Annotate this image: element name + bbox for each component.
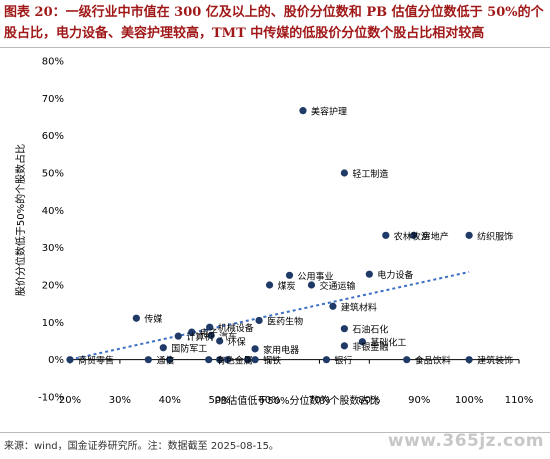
data-point-label: 房地产 bbox=[422, 230, 449, 242]
data-point-label: 银行 bbox=[334, 355, 352, 367]
data-points bbox=[66, 107, 473, 364]
data-point-label: 基础化工 bbox=[370, 337, 406, 349]
data-point-label: 计算机 bbox=[186, 331, 213, 343]
data-point-label: 有色金属 bbox=[217, 355, 253, 367]
data-point bbox=[365, 270, 373, 278]
y-tick-label: 60% bbox=[42, 131, 64, 142]
data-point bbox=[307, 281, 316, 289]
data-point bbox=[403, 356, 411, 364]
data-point bbox=[216, 356, 224, 364]
y-tick-label: 40% bbox=[42, 206, 64, 217]
data-point-label: 机械设备 bbox=[218, 322, 254, 334]
y-tick-label: 0% bbox=[48, 355, 64, 366]
x-tick-label: 110% bbox=[505, 395, 534, 406]
data-point-label: 交通运输 bbox=[319, 280, 355, 292]
data-point bbox=[285, 271, 294, 279]
title-divider bbox=[0, 47, 550, 48]
x-tick-label: 30% bbox=[109, 395, 131, 406]
trend-line bbox=[69, 270, 470, 361]
data-point bbox=[251, 356, 259, 364]
x-tick-label: 90% bbox=[408, 395, 430, 406]
data-point bbox=[340, 342, 348, 350]
data-point bbox=[251, 345, 259, 353]
y-axis-ticks: -10% 0% 10% 20% 30% 40% 50% 60% 70% 80% bbox=[38, 57, 64, 404]
data-point-label: 家用电器 bbox=[263, 344, 299, 356]
y-tick-label: 10% bbox=[42, 318, 64, 329]
x-tick-label: 40% bbox=[159, 395, 181, 406]
data-point bbox=[465, 356, 473, 364]
data-point-label: 钢铁 bbox=[263, 355, 281, 367]
data-point-label: 建筑装饰 bbox=[477, 355, 513, 367]
x-tick-label: 100% bbox=[455, 395, 484, 406]
data-point bbox=[132, 314, 140, 322]
data-point bbox=[410, 231, 418, 239]
y-tick-label: -10% bbox=[38, 393, 64, 404]
data-point bbox=[66, 356, 74, 364]
data-point bbox=[382, 231, 390, 239]
data-point-label: 煤炭 bbox=[278, 280, 296, 292]
data-point-label: 传媒 bbox=[144, 313, 162, 325]
data-point bbox=[255, 316, 263, 325]
data-point bbox=[166, 356, 174, 364]
data-point bbox=[329, 302, 337, 310]
data-point bbox=[322, 356, 331, 364]
data-point-label: 石油石化 bbox=[352, 324, 388, 336]
watermark: www.365jz.com bbox=[387, 431, 544, 451]
source-note: 来源：wind，国金证券研究所。注：数据截至 2025-08-15。 bbox=[4, 441, 279, 452]
y-axis-label: 股价分位数低于50%的个股数占比 bbox=[14, 144, 27, 296]
data-point-label: 公用事业 bbox=[298, 270, 334, 282]
data-point-label: 医药生物 bbox=[267, 315, 303, 327]
x-tick-label: 50% bbox=[209, 395, 231, 406]
data-point-label: 建筑材料 bbox=[341, 301, 377, 313]
x-tick-label: 60% bbox=[258, 395, 280, 406]
y-tick-label: 30% bbox=[42, 243, 64, 254]
data-point-label: 环保 bbox=[228, 336, 246, 348]
data-point bbox=[205, 356, 213, 364]
y-tick-label: 80% bbox=[42, 57, 64, 68]
x-tick-label: 80% bbox=[358, 395, 380, 406]
data-point bbox=[465, 231, 473, 239]
data-point-label: 轻工制造 bbox=[352, 168, 388, 180]
data-point-label: 商贸零售 bbox=[78, 355, 114, 367]
data-point bbox=[144, 356, 152, 364]
x-tick-label: 20% bbox=[59, 395, 81, 406]
source-divider bbox=[0, 432, 550, 433]
data-point bbox=[340, 169, 348, 177]
data-point-label: 通信 bbox=[156, 355, 174, 367]
y-tick-label: 20% bbox=[42, 281, 64, 292]
data-point bbox=[207, 331, 215, 339]
data-point bbox=[265, 281, 274, 289]
data-point-label: 电子 bbox=[200, 327, 218, 339]
data-point bbox=[340, 325, 348, 333]
y-tick-label: 70% bbox=[42, 94, 64, 105]
data-point-label: 电力设备 bbox=[377, 269, 413, 281]
data-point-label: 国防军工 bbox=[171, 343, 207, 355]
data-point-label: 非银金融 bbox=[352, 341, 388, 353]
data-point bbox=[224, 356, 232, 364]
figure-title: 图表 20：一级行业中市值在 300 亿及以上的、股价分位数和 PB 估值分位数… bbox=[4, 5, 544, 41]
data-point-label: 汽车 bbox=[219, 330, 237, 342]
data-point bbox=[244, 356, 252, 364]
x-axis-label: PB估值低于50%分位数的个股数占比 bbox=[214, 394, 379, 407]
data-point bbox=[188, 328, 196, 336]
data-point bbox=[299, 107, 307, 115]
data-point-label: 农林牧渔 bbox=[394, 230, 430, 242]
data-point-label: 美容护理 bbox=[311, 106, 347, 118]
data-point-label: 纺织服饰 bbox=[477, 230, 513, 242]
x-tick-label: 70% bbox=[308, 395, 330, 406]
data-point bbox=[216, 337, 224, 345]
scatter-chart: -10% 0% 10% 20% 30% 40% 50% 60% 70% 80% 20% 30% 40%… bbox=[14, 57, 534, 408]
data-point bbox=[159, 344, 167, 352]
data-point bbox=[206, 323, 214, 331]
data-point-label: 食品饮料 bbox=[415, 355, 451, 367]
data-point bbox=[358, 338, 366, 346]
y-tick-label: 50% bbox=[42, 169, 64, 180]
data-point bbox=[174, 332, 182, 340]
